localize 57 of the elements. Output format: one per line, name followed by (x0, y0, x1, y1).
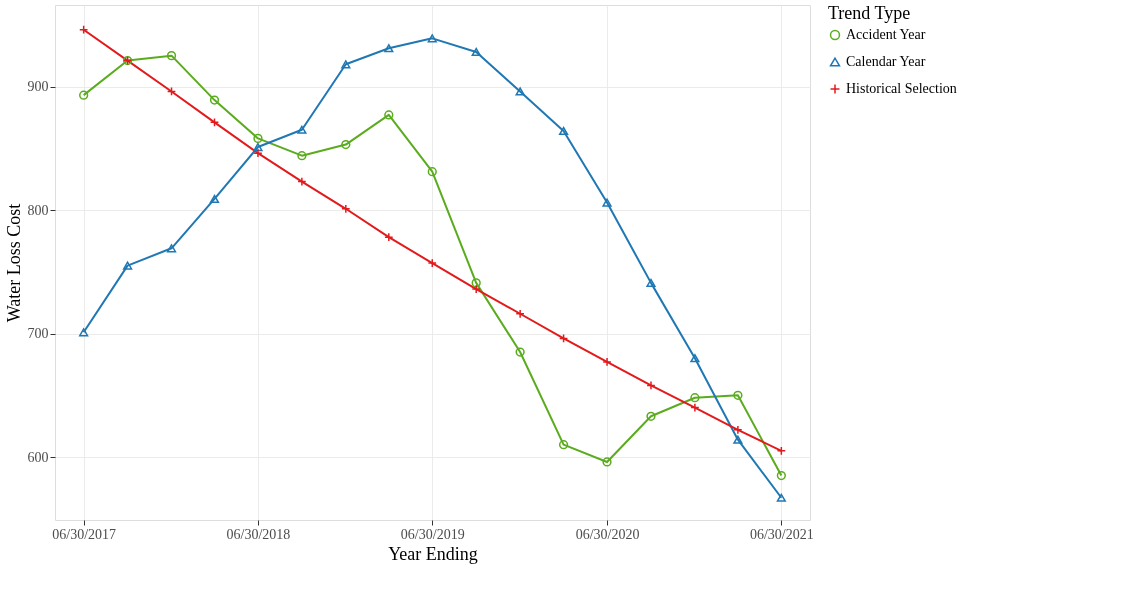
legend-label: Historical Selection (846, 81, 957, 96)
x-tick-label: 06/30/2020 (575, 526, 640, 542)
point (776, 446, 786, 456)
point (384, 44, 394, 53)
x-tick-label: 06/30/2021 (749, 526, 814, 542)
legend-label: Calendar Year (846, 54, 926, 69)
point (690, 354, 700, 363)
point (166, 51, 177, 61)
point (558, 440, 569, 450)
point (733, 425, 743, 435)
point (341, 204, 351, 214)
point (209, 194, 220, 203)
point (690, 393, 700, 403)
y-tick-label: 600 (27, 449, 49, 465)
point (427, 167, 437, 177)
y-axis-title: Water Loss Cost (3, 203, 24, 323)
x-axis-title: Year Ending (388, 543, 478, 564)
point (297, 125, 307, 134)
y-tick-label: 900 (27, 79, 49, 95)
point (79, 328, 89, 337)
y-tick-label: 700 (27, 326, 49, 342)
point (122, 261, 133, 270)
point (341, 139, 351, 150)
point (515, 309, 525, 319)
point (427, 34, 437, 43)
point (209, 95, 220, 105)
point (602, 198, 612, 207)
point (297, 151, 307, 161)
legend-label: Accident Year (846, 27, 926, 42)
x-tick-label: 06/30/2018 (226, 526, 291, 542)
legend-title: Trend Type (828, 3, 911, 23)
point (646, 411, 656, 421)
x-tick-label: 06/30/2017 (52, 526, 117, 542)
point (384, 110, 394, 120)
point (166, 244, 177, 253)
point (776, 470, 786, 481)
point (558, 126, 569, 136)
point (602, 457, 612, 467)
point (646, 278, 656, 287)
y-tick-label: 800 (27, 202, 49, 218)
point (471, 47, 481, 57)
point (471, 278, 481, 288)
point (384, 232, 394, 242)
point (602, 357, 612, 367)
point (341, 60, 351, 69)
point (253, 148, 263, 158)
point (471, 284, 481, 294)
point (253, 142, 263, 152)
point (733, 390, 743, 400)
point (427, 258, 437, 268)
point (776, 493, 786, 502)
x-tick-label: 06/30/2019 (400, 526, 465, 542)
point (253, 133, 263, 143)
point (79, 90, 89, 100)
point (515, 87, 525, 96)
point (733, 435, 743, 444)
point (515, 347, 525, 357)
